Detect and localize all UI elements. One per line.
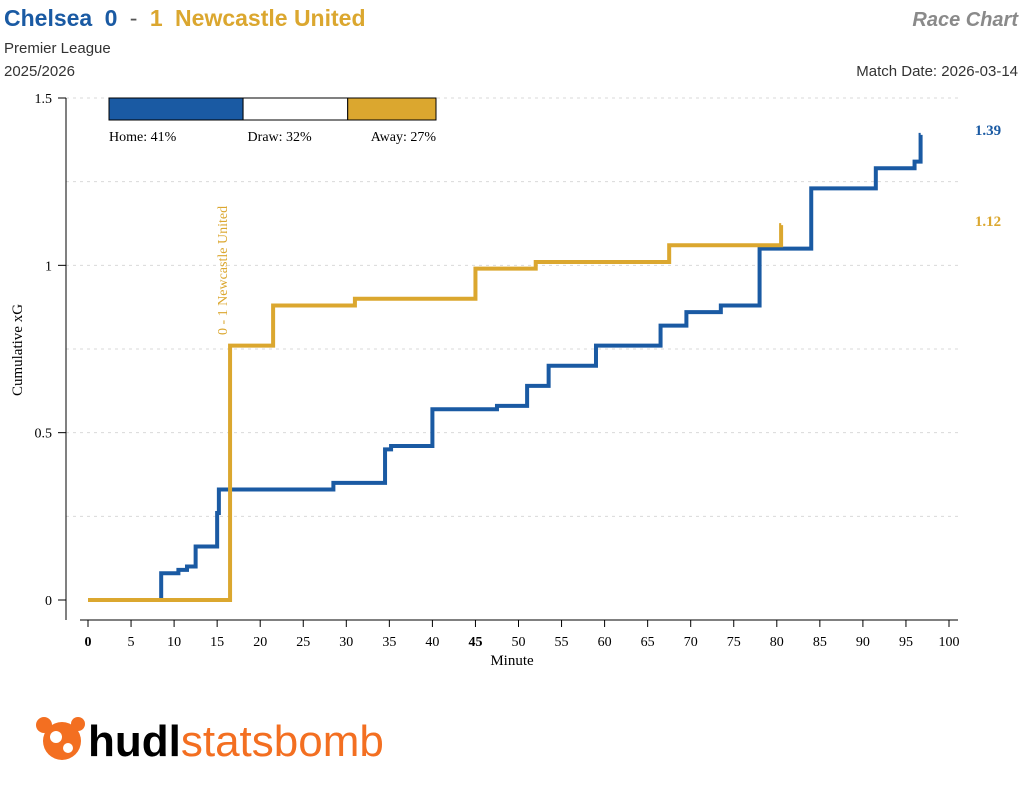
x-tick-label: 5 [128,635,135,650]
logo-wordmark-hudl: hudl [88,717,181,766]
season: 2025/2026 [4,63,75,80]
x-tick-label: 70 [684,635,698,650]
prob-segment-home [108,97,244,121]
prob-label-away: Away: 27% [371,130,437,145]
x-tick-label: 15 [210,635,224,650]
logo-wordmark: hudlstatsbomb [88,717,384,766]
series-lines: 1.39 1.12 [88,123,1001,602]
y-tick-label: 0 [45,594,52,609]
prob-segment-draw [242,97,349,121]
prob-label-home: Home: 41% [109,130,177,145]
chart-type-label: Race Chart [912,9,1019,31]
prob-label-draw: Draw: 32% [248,130,312,145]
x-tick-label: 35 [382,635,396,650]
x-tick-label: 80 [770,635,784,650]
goal-annotation: 0 - 1 Newcastle United [216,206,231,335]
series-line-away [88,223,784,602]
x-tick-label: 95 [899,635,913,650]
x-tick-label: 60 [598,635,612,650]
series-line-home [88,132,923,602]
y-tick-label: 1 [45,259,52,274]
home-score: 0 [105,5,118,31]
x-tick-label: 45 [468,635,482,650]
grid-lines [66,97,959,517]
statsbomb-bomb-icon [36,717,85,760]
x-tick-label: 50 [512,635,526,650]
x-axis-title: Minute [490,653,534,669]
y-axis-title: Cumulative xG [10,304,26,396]
final-xg-label-away: 1.12 [975,214,1001,230]
x-tick-label: 0 [85,635,92,650]
x-tick-label: 90 [856,635,870,650]
x-tick-label: 20 [253,635,267,650]
x-tick-label: 10 [167,635,181,650]
x-tick-label: 55 [555,635,569,650]
x-tick-label: 40 [425,635,439,650]
score-separator: - [130,5,138,31]
y-tick-label: 1.5 [35,92,53,107]
axes: 0 0.5 1 1.5 0 5 10 15 20 25 30 35 40 45 50 55 60 65 70 75 80… [35,92,960,650]
competition-name: Premier League [4,40,111,57]
x-tick-label: 100 [939,635,960,650]
match-title: Chelsea 0 - 1 Newcastle United [4,5,366,31]
x-tick-label: 65 [641,635,655,650]
x-tick-label: 25 [296,635,310,650]
x-tick-label: 85 [813,635,827,650]
logo-wordmark-statsbomb: statsbomb [181,717,384,766]
statsbomb-logo: hudlstatsbomb [36,717,384,766]
annotations: 0 - 1 Newcastle United [216,206,231,335]
away-score: 1 [150,5,163,31]
y-tick-label: 0.5 [35,427,53,442]
match-date: Match Date: 2026-03-14 [856,63,1018,80]
x-tick-label: 75 [727,635,741,650]
x-tick-label: 30 [339,635,353,650]
win-probability-bar: Home: 41% Draw: 32% Away: 27% [108,97,437,145]
prob-segment-away [347,97,437,121]
home-team-name: Chelsea [4,5,92,31]
away-team-name: Newcastle United [175,5,365,31]
final-xg-label-home: 1.39 [975,123,1001,139]
